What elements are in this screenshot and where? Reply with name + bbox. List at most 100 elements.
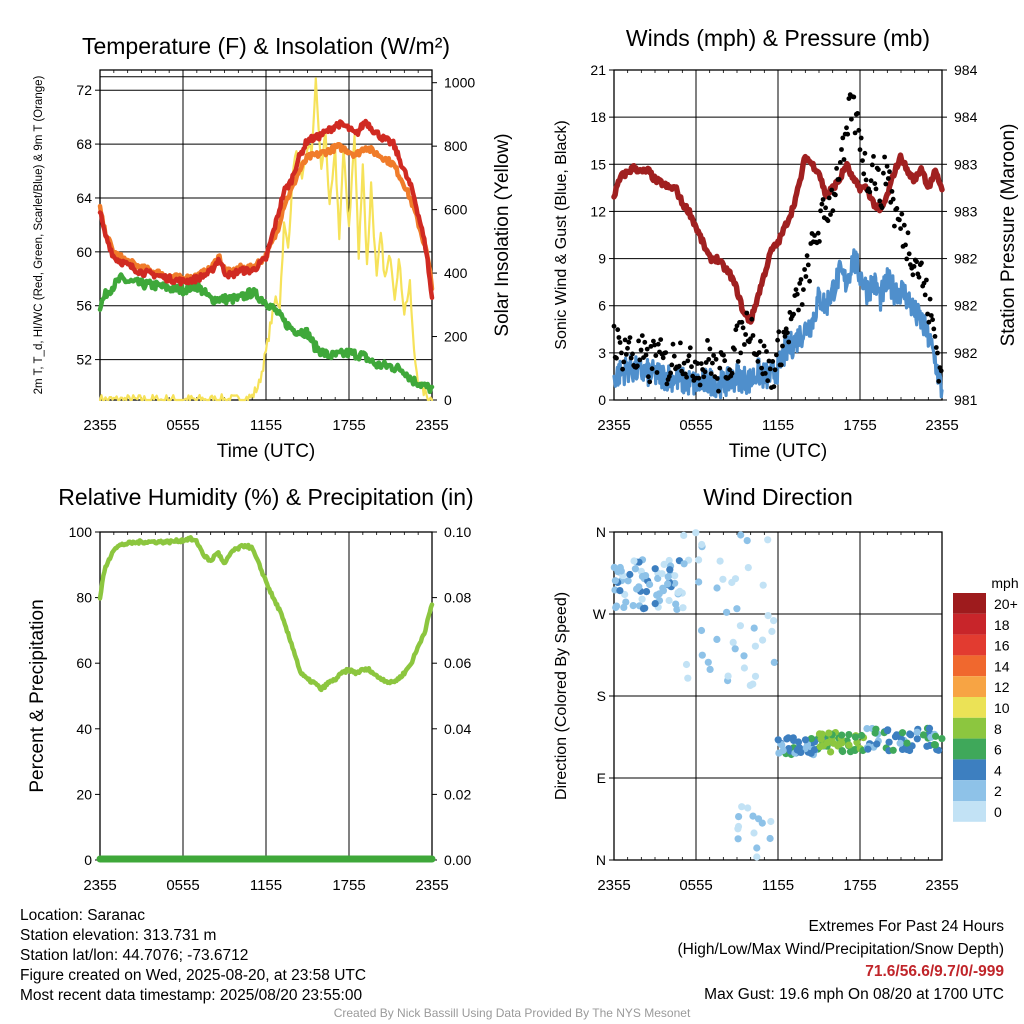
gust-point [695, 361, 700, 366]
gust-point [750, 333, 756, 338]
gust-point [823, 205, 828, 211]
gust-point [860, 158, 865, 164]
gust-point [819, 201, 825, 207]
gust-point [899, 211, 905, 217]
wind-direction-point [913, 728, 921, 736]
wind-direction-point [938, 735, 946, 743]
gust-point [619, 350, 624, 356]
gust-point [804, 253, 810, 259]
winds-pressure-panel: 2355 0555 1155 1755 2355 0 3 6 9 12 15 18 21 981 982 98… [553, 25, 1019, 462]
y-tick-label: E [597, 770, 606, 786]
wind-direction-point [633, 585, 641, 593]
wind-direction-point [873, 740, 881, 748]
gust-point [627, 335, 633, 340]
wind-direction-point [770, 658, 778, 667]
wind-direction-point [768, 627, 776, 636]
wind-direction-point [610, 563, 618, 572]
y2-tick-label: 200 [444, 329, 468, 345]
gust-point [714, 376, 720, 381]
wind-direction-point [754, 815, 763, 823]
gust-point [898, 226, 903, 232]
gust-point [685, 358, 691, 364]
x-tick-label: 2355 [597, 877, 630, 894]
gust-point [867, 189, 873, 195]
extremes-subtitle: (High/Low/Max Wind/Precipitation/Snow De… [677, 940, 1005, 958]
gust-point [861, 171, 867, 177]
gust-point [914, 259, 919, 265]
legend-swatch [953, 801, 986, 822]
wind-direction-point [713, 635, 721, 644]
y-tick-label: 60 [76, 655, 92, 671]
gust-point [628, 355, 634, 361]
wind-direction-point [664, 580, 672, 588]
gust-point [681, 360, 687, 366]
legend-swatch [953, 738, 986, 760]
gust-point [654, 370, 660, 375]
wind-direction-point [846, 748, 855, 756]
x-tick-label: 1155 [250, 417, 282, 434]
wind-direction-point [692, 529, 700, 537]
wind-direction-point [734, 835, 742, 843]
wind-direction-point [729, 638, 737, 647]
wind-direction-point [706, 665, 714, 674]
wind-direction-point [845, 731, 853, 739]
gust-point [639, 333, 645, 338]
gust-point [927, 296, 933, 302]
wind-direction-point [734, 825, 742, 833]
gust-point [883, 181, 889, 187]
gust-point [775, 337, 780, 343]
gust-point [706, 357, 712, 362]
gust-point [826, 195, 832, 201]
x-tick-label: 0555 [166, 417, 199, 434]
wind-direction-point [797, 748, 805, 757]
gust-point [644, 346, 650, 352]
x-tick-label: 1755 [332, 417, 365, 434]
wind-direction-point [750, 829, 758, 837]
max-gust-text: Max Gust: 19.6 mph On 08/20 at 1700 UTC [704, 985, 1004, 1003]
wind-direction-point [851, 733, 860, 741]
gust-point [903, 242, 908, 248]
wind-direction-point [767, 817, 775, 826]
gust-point [655, 341, 661, 347]
legend-swatch [953, 593, 986, 614]
y2-tick-label: 981 [954, 392, 978, 408]
gust-point [707, 346, 713, 352]
x-tick-label: 2355 [83, 417, 116, 434]
gust-point [670, 341, 676, 347]
wind-direction-point [665, 596, 673, 605]
gust-point [686, 353, 692, 359]
wind-direction-point [827, 748, 835, 756]
wind-direction-point [704, 658, 712, 666]
gust-point [658, 337, 664, 342]
temp-2m-line [97, 118, 435, 301]
gust-point [803, 274, 809, 279]
gust-point [780, 343, 785, 349]
gust-point [901, 222, 907, 228]
x-tick-label: 1155 [762, 877, 794, 894]
legend-swatch [953, 634, 986, 656]
x-axis-label: Time (UTC) [729, 441, 828, 462]
legend-swatch [953, 655, 986, 677]
gust-point [851, 94, 857, 100]
gust-point [882, 154, 887, 160]
plot-border [99, 69, 433, 401]
gust-point [727, 367, 732, 373]
gust-point [841, 157, 847, 162]
y-tick-label: 0 [84, 852, 92, 868]
gust-point [887, 169, 892, 175]
gust-point [872, 181, 878, 187]
legend-label: 0 [994, 804, 1002, 820]
wind-direction-point [629, 602, 637, 610]
y-tick-label: 0 [598, 392, 606, 408]
wind-direction-point [666, 566, 674, 574]
extremes-values: 71.6/56.6/9.7/0/-999 [865, 963, 1004, 980]
gust-point [815, 230, 821, 236]
humidity-precipitation-panel: 2355 0555 1155 1755 2355 0 20 40 60 80 100 0.00 0.02… [27, 484, 474, 894]
wind-direction-point [811, 746, 819, 754]
gust-point [626, 339, 632, 345]
gust-point [910, 272, 916, 278]
gust-point [749, 316, 755, 322]
wind-direction-point [863, 725, 871, 733]
wind-direction-point [660, 560, 668, 569]
gust-point [786, 339, 792, 345]
